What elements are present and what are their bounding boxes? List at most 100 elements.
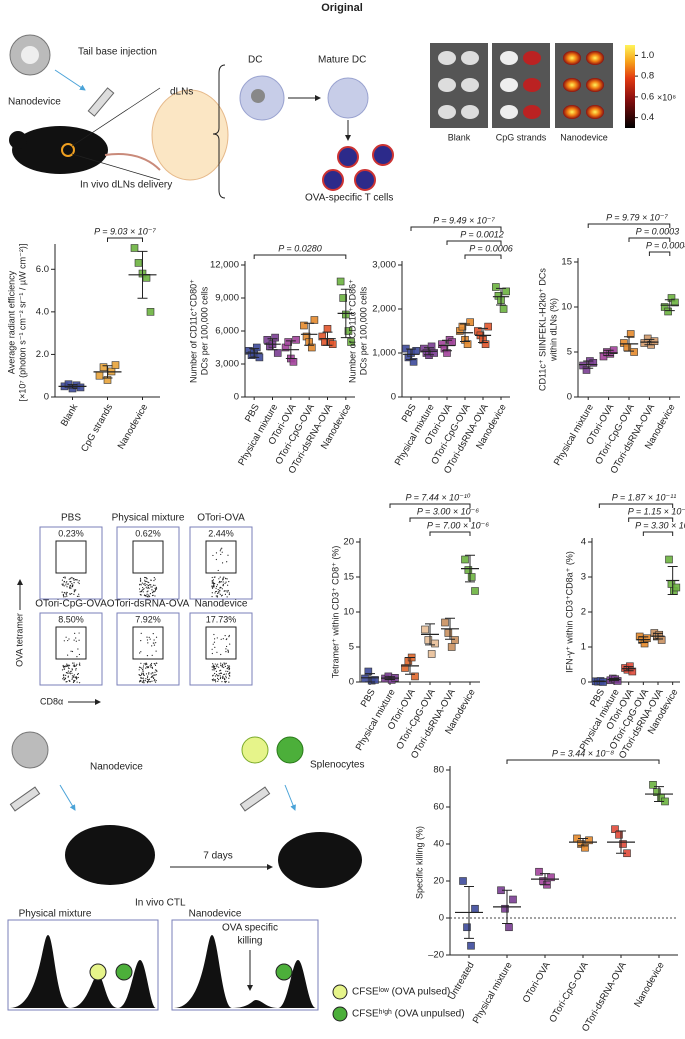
- event-dot: [225, 590, 227, 592]
- image-label: Blank: [448, 132, 471, 142]
- data-point: [626, 330, 635, 338]
- event-dot: [228, 580, 230, 583]
- y-tick-label: 1,000: [372, 348, 396, 359]
- event-dot: [211, 669, 213, 671]
- p-value: P = 9.49 × 10⁻⁷: [433, 215, 495, 225]
- event-dot: [228, 667, 231, 669]
- panel-title: Physical mixture: [112, 513, 185, 524]
- t-cell: [337, 146, 359, 168]
- significance-bracket: [648, 251, 671, 256]
- colorbar-tick-label: 0.6: [641, 91, 654, 102]
- event-dot: [213, 633, 215, 636]
- cell-icon: [276, 736, 304, 764]
- event-dot: [216, 666, 218, 668]
- nanodevice-core: [21, 46, 39, 64]
- error-bar: [609, 678, 619, 682]
- event-dot: [140, 680, 142, 683]
- event-dot: [146, 593, 148, 595]
- event-dot: [67, 639, 69, 642]
- significance-bracket: [598, 503, 674, 508]
- event-dot: [146, 655, 149, 657]
- event-dot: [225, 648, 227, 650]
- event-dot: [216, 596, 218, 598]
- event-dot: [140, 677, 142, 679]
- p-value: P = 7.44 × 10⁻¹⁰: [405, 492, 470, 502]
- legend-marker: [332, 1006, 348, 1022]
- event-dot: [226, 591, 228, 593]
- data-point: [411, 672, 419, 681]
- label: Physical mixture: [19, 909, 92, 920]
- y-axis-label: [×10⁷ (photon s⁻¹ cm⁻² sr⁻¹ / µW cm⁻²)]: [17, 244, 27, 402]
- event-dot: [150, 666, 152, 668]
- event-dot: [75, 579, 77, 581]
- event-dot: [227, 667, 229, 669]
- event-dot: [140, 594, 142, 596]
- data-point: [467, 941, 475, 950]
- event-dot: [71, 669, 74, 671]
- data-point: [665, 555, 673, 564]
- event-dot: [227, 650, 229, 652]
- zoom-line: [71, 87, 161, 147]
- event-dot: [228, 681, 230, 683]
- event-dot: [156, 662, 158, 664]
- node-signal: [438, 51, 456, 65]
- event-dot: [74, 589, 77, 591]
- p-value: P = 3.00 × 10⁻⁶: [417, 506, 479, 516]
- y-axis-label: OVA tetramer: [14, 613, 24, 667]
- event-dot: [143, 588, 145, 590]
- y-tick-label: 1: [581, 642, 586, 653]
- label: Mature DC: [318, 55, 366, 66]
- event-dot: [213, 666, 215, 669]
- event-dot: [147, 681, 149, 684]
- event-dot: [76, 673, 79, 675]
- event-dot: [223, 677, 226, 679]
- event-dot: [154, 681, 157, 683]
- event-dot: [141, 582, 143, 584]
- event-dot: [214, 667, 217, 670]
- event-dot: [143, 583, 145, 585]
- event-dot: [140, 679, 142, 682]
- event-dot: [71, 678, 73, 680]
- y-tick-label: 0: [234, 392, 239, 403]
- event-dot: [222, 578, 224, 580]
- data-point: [672, 583, 681, 592]
- event-dot: [139, 591, 141, 593]
- event-dot: [153, 663, 155, 665]
- event-dot: [224, 662, 226, 664]
- event-dot: [222, 584, 225, 586]
- data-point: [643, 334, 652, 343]
- event-dot: [225, 680, 227, 682]
- event-dot: [212, 664, 214, 666]
- event-dot: [220, 548, 222, 550]
- t-cell: [322, 169, 344, 191]
- event-dot: [150, 586, 152, 588]
- error-bar: [502, 889, 512, 925]
- event-dot: [215, 670, 218, 672]
- event-dot: [151, 592, 154, 594]
- event-dot: [224, 590, 226, 592]
- event-dot: [149, 584, 151, 586]
- event-dot: [76, 656, 78, 658]
- event-dot: [226, 561, 228, 563]
- event-dot: [218, 582, 220, 584]
- event-dot: [70, 577, 72, 579]
- event-dot: [212, 643, 214, 645]
- event-dot: [74, 679, 76, 682]
- event-dot: [151, 672, 153, 674]
- data-point: [441, 618, 449, 627]
- event-dot: [228, 668, 230, 671]
- event-dot: [211, 580, 213, 582]
- arrow: [59, 784, 76, 811]
- colorbar-tick-label: 0.4: [641, 112, 654, 123]
- data-point: [424, 636, 433, 644]
- error-bar: [137, 250, 148, 299]
- event-dot: [218, 666, 220, 668]
- event-dot: [146, 639, 149, 641]
- node-signal: [461, 78, 479, 92]
- event-dot: [142, 667, 144, 669]
- gate: [55, 540, 87, 574]
- data-point: [284, 338, 293, 346]
- event-dot: [77, 581, 79, 583]
- event-dot: [217, 592, 219, 594]
- event-dot: [151, 645, 153, 647]
